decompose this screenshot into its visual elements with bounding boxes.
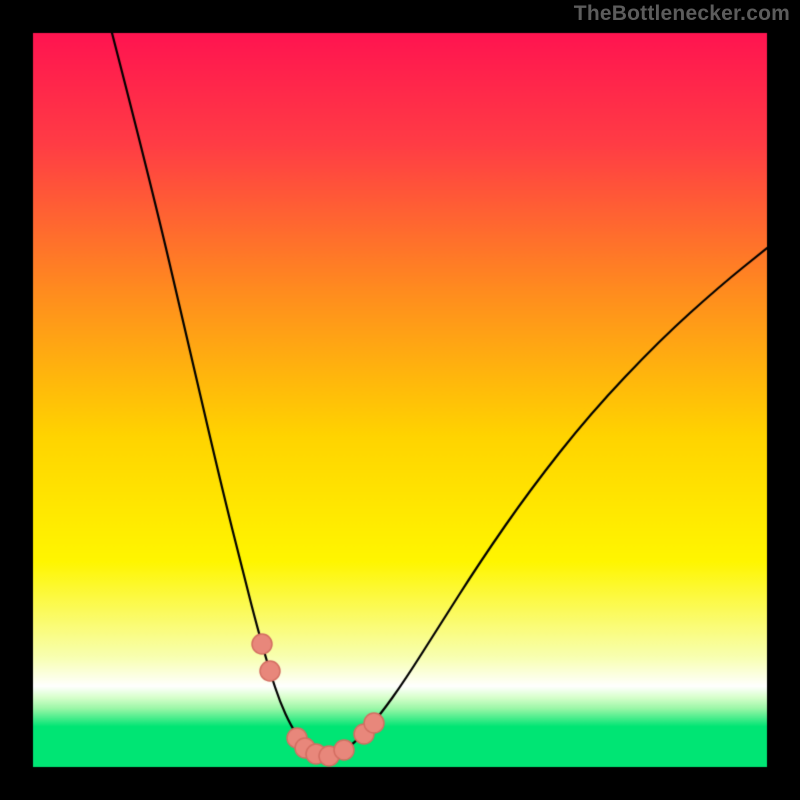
bottleneck-curve-chart <box>0 0 800 800</box>
chart-root: TheBottlenecker.com <box>0 0 800 800</box>
